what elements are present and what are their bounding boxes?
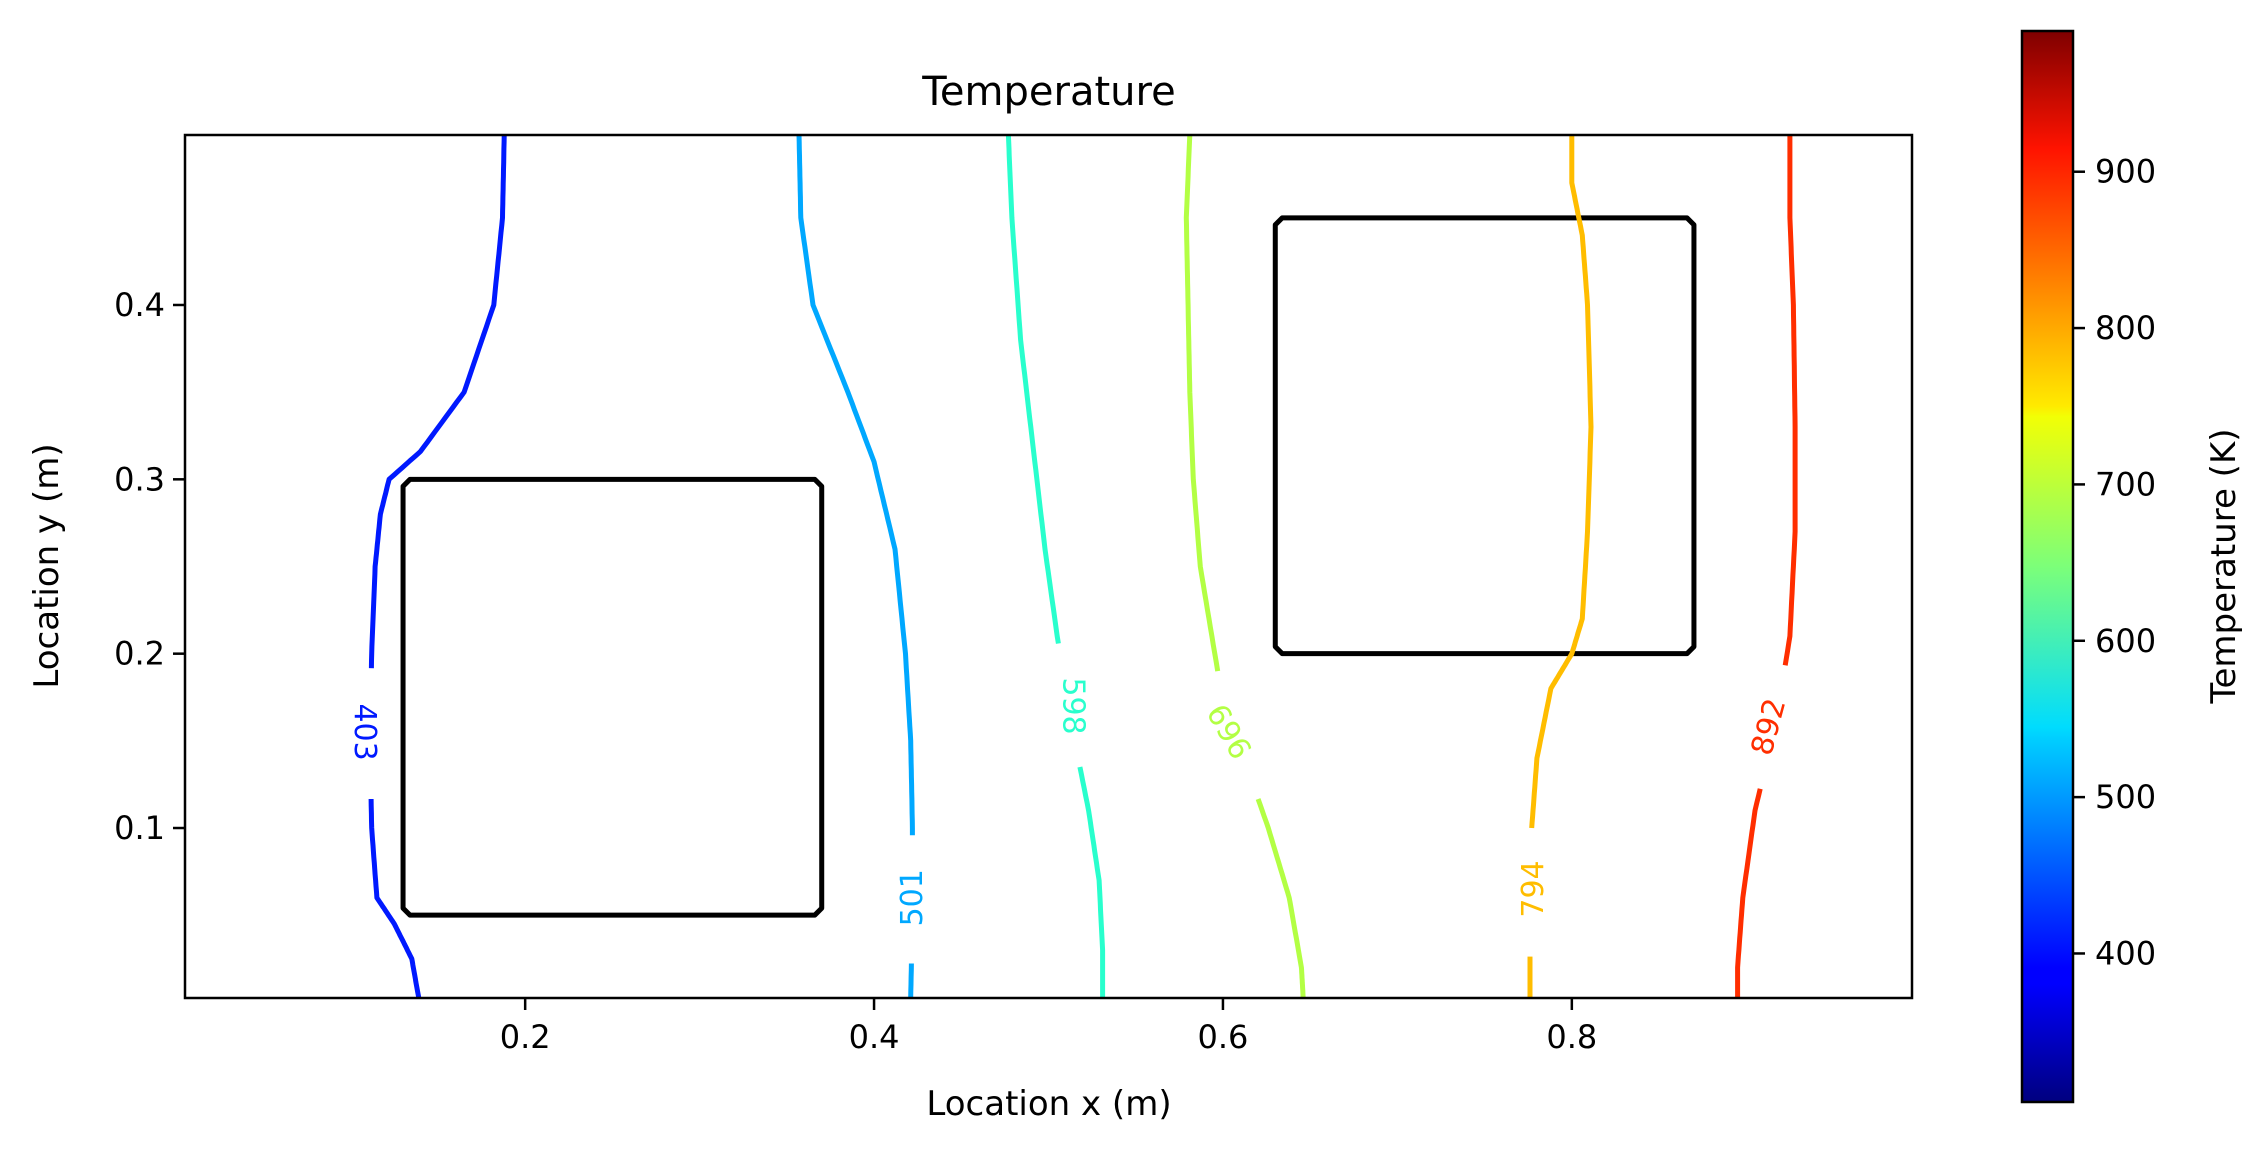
contour-line-794 — [1529, 135, 1594, 829]
contour-line-501-part2 — [908, 963, 914, 999]
y-tick-label: 0.1 — [114, 809, 165, 847]
y-tick-label: 0.3 — [114, 460, 165, 498]
x-tick-label: 0.8 — [1546, 1018, 1597, 1056]
x-axis-ticks: 0.2 0.4 0.6 0.8 — [500, 998, 1597, 1056]
contour-label-794: 794 — [1516, 860, 1551, 917]
colorbar-tick-label: 800 — [2095, 309, 2156, 347]
x-axis-label: Location x (m) — [926, 1084, 1171, 1124]
y-axis-label: Location y (m) — [27, 443, 67, 688]
x-tick-label: 0.2 — [500, 1018, 551, 1056]
contour-line-598-part2 — [1077, 766, 1106, 998]
y-axis-ticks: 0.1 0.2 0.3 0.4 — [114, 286, 185, 847]
x-tick-label: 0.6 — [1197, 1018, 1248, 1056]
contours-layer — [368, 134, 1798, 999]
colorbar-tick-label: 500 — [2095, 778, 2156, 816]
colorbar-label: Temperature (K) — [2204, 428, 2244, 704]
x-tick-label: 0.4 — [849, 1018, 900, 1056]
chart-title: Temperature — [921, 69, 1175, 115]
contour-line-403-part2 — [368, 798, 422, 999]
contour-line-892-part2 — [1735, 788, 1763, 998]
contour-label-501: 501 — [895, 869, 930, 926]
contour-line-403 — [368, 134, 507, 669]
y-tick-label: 0.2 — [114, 635, 165, 673]
contour-line-892 — [1782, 135, 1798, 666]
colorbar-tick-label: 600 — [2095, 622, 2156, 660]
contour-line-501 — [796, 134, 915, 836]
plot-frame — [183, 133, 1914, 1000]
colorbar-tick-label: 900 — [2095, 153, 2156, 191]
obstacles-layer — [400, 215, 1697, 918]
colorbar — [2022, 31, 2073, 1102]
contour-line-696 — [1183, 134, 1221, 672]
contour-line-598 — [1005, 134, 1061, 644]
obstacle-1 — [400, 476, 825, 918]
y-tick-label: 0.4 — [114, 286, 165, 324]
colorbar-frame — [2020, 29, 2075, 1104]
colorbar-tick-label: 700 — [2095, 465, 2156, 503]
obstacle-2 — [1272, 215, 1697, 657]
contour-label-598: 598 — [1055, 677, 1090, 734]
contour-label-403: 403 — [347, 703, 382, 760]
colorbar-tick-label: 400 — [2095, 934, 2156, 972]
colorbar-ticks: 400 500 600 700 800 900 — [2073, 153, 2156, 972]
contour-line-696-part2 — [1255, 798, 1306, 999]
